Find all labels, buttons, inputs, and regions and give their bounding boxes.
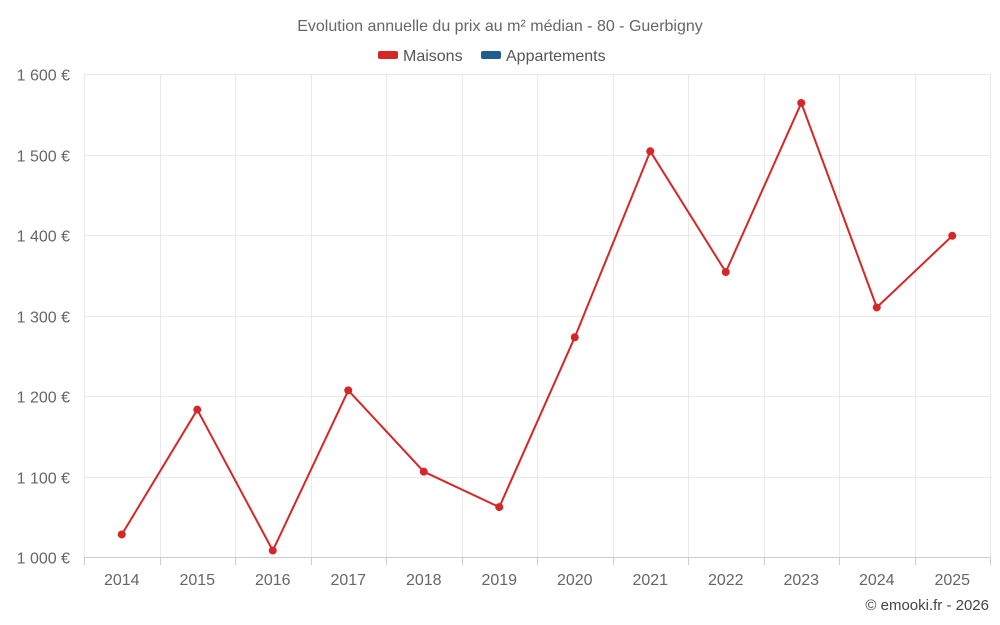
data-point-2020[interactable] (570, 333, 579, 342)
y-tick-label-1200: 1 200 € (17, 390, 70, 407)
legend-label-appartements[interactable]: Appartements (506, 48, 606, 65)
y-tick-label-1600: 1 600 € (17, 68, 70, 85)
y-axis-ticks: 1 000 € 1 100 € 1 200 € 1 300 € 1 400 € 1 500… (17, 68, 70, 568)
chart-title: Evolution annuelle du prix au m² médian … (297, 18, 703, 35)
data-point-2025[interactable] (948, 231, 957, 240)
series-maisons (117, 98, 957, 555)
x-tick-label-2025: 2025 (934, 572, 970, 589)
y-tick-label-1300: 1 300 € (17, 310, 70, 327)
x-tick-label-2015: 2015 (179, 572, 215, 589)
credit-text: © emooki.fr - 2026 (865, 597, 989, 614)
data-point-2015[interactable] (193, 405, 202, 414)
y-tick-label-1100: 1 100 € (17, 471, 70, 488)
data-point-2024[interactable] (872, 303, 881, 312)
y-tick-label-1500: 1 500 € (17, 149, 70, 166)
x-tick-label-2018: 2018 (406, 572, 442, 589)
legend: Maisons Appartements (378, 48, 606, 65)
x-tick-label-2017: 2017 (330, 572, 366, 589)
x-tick-label-2021: 2021 (632, 572, 668, 589)
data-point-2019[interactable] (495, 503, 504, 512)
data-point-2016[interactable] (268, 546, 277, 555)
y-tick-label-1000: 1 000 € (17, 551, 70, 568)
x-tick-label-2023: 2023 (783, 572, 819, 589)
data-point-2018[interactable] (419, 467, 428, 476)
x-tick-label-2016: 2016 (255, 572, 291, 589)
data-point-2014[interactable] (117, 530, 126, 539)
data-point-2021[interactable] (646, 147, 655, 156)
y-tick-label-1400: 1 400 € (17, 229, 70, 246)
data-point-2022[interactable] (721, 268, 730, 277)
grid (84, 74, 991, 558)
data-point-2017[interactable] (344, 386, 353, 395)
data-point-2023[interactable] (797, 98, 806, 107)
x-tick-label-2020: 2020 (557, 572, 593, 589)
x-axis-ticks: 2014 2015 2016 2017 2018 2019 2020 2021 2022 2023… (84, 557, 991, 589)
x-tick-label-2014: 2014 (104, 572, 140, 589)
x-tick-label-2022: 2022 (708, 572, 744, 589)
series-line-maisons (120, 102, 953, 552)
legend-label-maisons[interactable]: Maisons (403, 48, 463, 65)
legend-swatch-maisons[interactable] (378, 51, 398, 59)
x-tick-label-2019: 2019 (481, 572, 517, 589)
legend-swatch-appartements[interactable] (481, 51, 501, 59)
x-tick-label-2024: 2024 (859, 572, 895, 589)
